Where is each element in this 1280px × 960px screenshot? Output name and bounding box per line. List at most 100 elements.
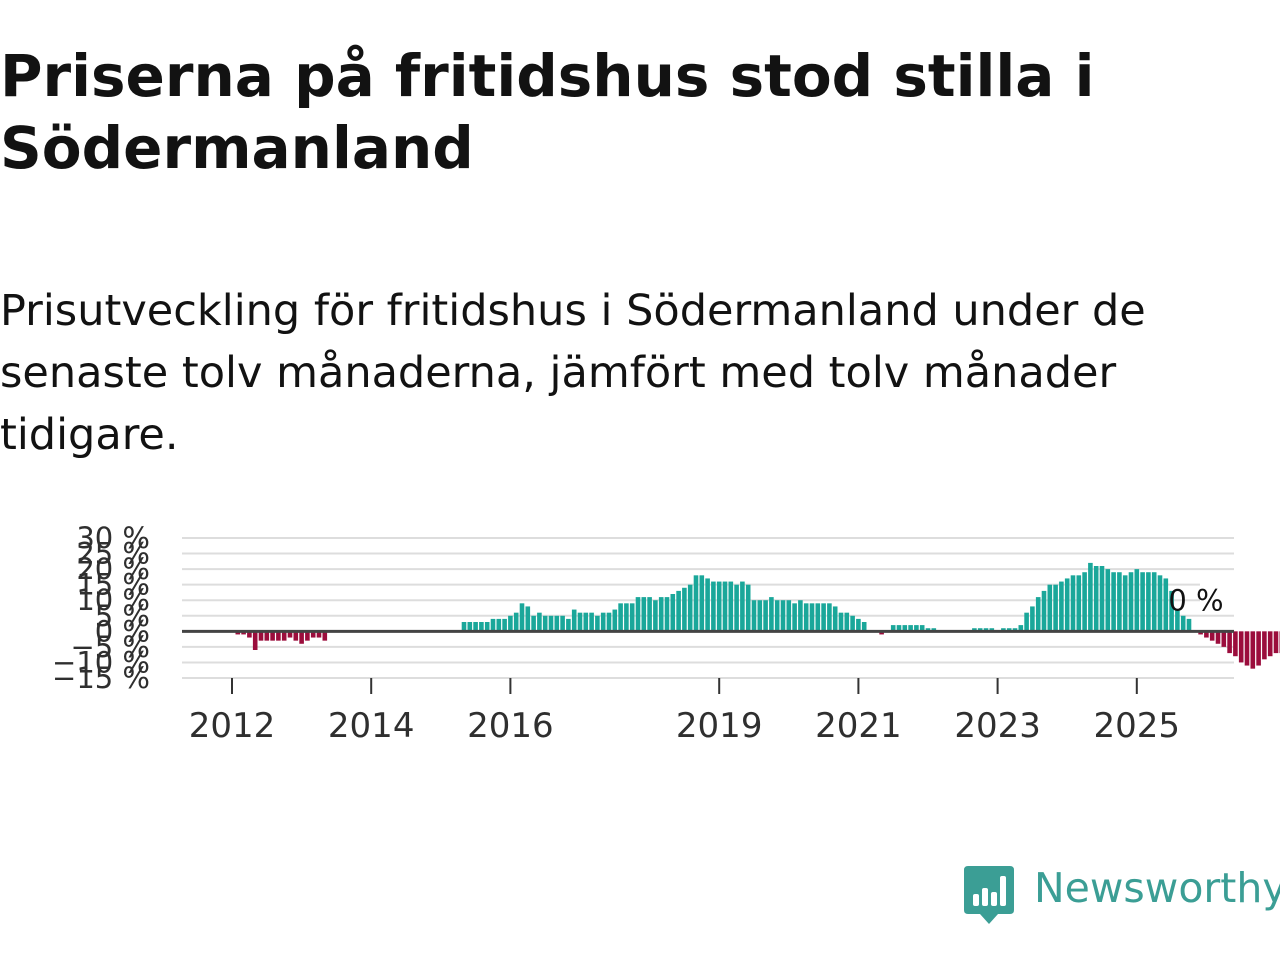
bar xyxy=(490,618,496,632)
bar xyxy=(1140,572,1145,632)
bar xyxy=(722,581,728,632)
bar xyxy=(322,631,328,641)
bar xyxy=(983,628,989,632)
y-tick-label: −5 % xyxy=(70,630,150,664)
bar xyxy=(1070,575,1076,632)
bar xyxy=(925,628,931,632)
bar xyxy=(1233,631,1238,657)
bar xyxy=(287,631,293,638)
y-tick-label: 20 % xyxy=(76,552,150,586)
bar xyxy=(879,631,884,635)
bar xyxy=(763,600,768,632)
bar xyxy=(693,575,699,632)
bar xyxy=(1157,575,1163,632)
bar xyxy=(711,581,716,632)
bar xyxy=(595,615,600,632)
bar xyxy=(774,600,780,632)
bar xyxy=(1088,562,1093,632)
bar xyxy=(293,631,299,641)
bar xyxy=(792,603,797,632)
bar xyxy=(1198,631,1203,635)
bar xyxy=(270,631,275,641)
bar xyxy=(1180,615,1186,632)
bar xyxy=(624,603,629,632)
bar xyxy=(1093,566,1099,632)
y-tick-label: 25 % xyxy=(76,537,150,571)
bar xyxy=(1012,628,1018,632)
newsworthy-bar-chart-icon xyxy=(964,866,1014,924)
bar xyxy=(914,625,919,632)
bar xyxy=(1064,578,1070,632)
bar xyxy=(531,615,536,632)
chart-title: Priserna på fritidshus stod stilla i Söd… xyxy=(0,42,1095,182)
bar xyxy=(1267,631,1273,657)
x-tick-label: 2023 xyxy=(954,706,1041,740)
bar xyxy=(629,603,635,632)
x-tick-label: 2025 xyxy=(1094,706,1181,740)
bar xyxy=(1256,631,1261,666)
bar xyxy=(896,625,902,632)
bar xyxy=(699,575,705,632)
bar xyxy=(682,587,687,632)
bar xyxy=(902,625,908,632)
bar xyxy=(258,631,264,641)
bar xyxy=(780,600,786,632)
bar xyxy=(1105,569,1111,632)
bar xyxy=(931,628,937,632)
bar xyxy=(1076,575,1082,632)
bar xyxy=(542,615,548,632)
bar xyxy=(850,615,855,632)
y-tick-label: 10 % xyxy=(76,583,150,617)
bar xyxy=(705,578,710,632)
bar xyxy=(1209,631,1215,641)
bar xyxy=(235,631,241,635)
bar xyxy=(276,631,281,641)
bar xyxy=(461,622,467,632)
brand-name: Newsworthy xyxy=(1034,864,1280,912)
bar xyxy=(1082,572,1087,632)
bar xyxy=(600,612,606,632)
bar xyxy=(525,606,531,632)
bar xyxy=(821,603,826,632)
bar xyxy=(548,615,554,632)
y-tick-label: 0 % xyxy=(95,614,150,648)
y-tick-label: −10 % xyxy=(52,645,150,679)
bar xyxy=(1134,569,1140,632)
bar xyxy=(247,631,252,638)
bar xyxy=(577,612,583,632)
bar xyxy=(653,600,658,632)
bar xyxy=(484,622,490,632)
bar xyxy=(554,615,560,632)
bar xyxy=(241,631,246,635)
bar xyxy=(1128,572,1134,632)
bar xyxy=(670,594,676,632)
bar xyxy=(479,622,484,632)
y-axis-ticks: 30 %25 %20 %15 %10 %5 %0 %−5 %−10 %−15 % xyxy=(52,521,150,695)
bar xyxy=(583,612,589,632)
x-tick-label: 2014 xyxy=(328,706,415,740)
bar xyxy=(1041,590,1047,632)
bar xyxy=(838,612,844,632)
bar xyxy=(972,628,977,632)
bar xyxy=(508,615,513,632)
bar xyxy=(977,628,983,632)
annotation-label: 0 % xyxy=(1168,583,1223,617)
newsworthy-logo: Newsworthy xyxy=(962,862,1280,932)
x-tick-label: 2019 xyxy=(676,706,763,740)
y-tick-label: 30 % xyxy=(76,521,150,555)
bar xyxy=(647,597,652,632)
bar xyxy=(861,622,867,632)
bar xyxy=(618,603,623,632)
bar xyxy=(908,625,913,632)
x-tick-label: 2021 xyxy=(815,706,902,740)
bar xyxy=(1175,609,1180,632)
bar xyxy=(252,631,258,650)
bar xyxy=(803,603,809,632)
bar xyxy=(658,597,664,632)
annotation-background xyxy=(1200,581,1240,612)
x-axis-ticks: 2012 2014 2016 2019 2021 2023 2025 xyxy=(189,678,1180,740)
bar xyxy=(560,615,565,632)
bar xyxy=(589,612,594,632)
bar xyxy=(919,625,925,632)
bar xyxy=(310,631,316,638)
